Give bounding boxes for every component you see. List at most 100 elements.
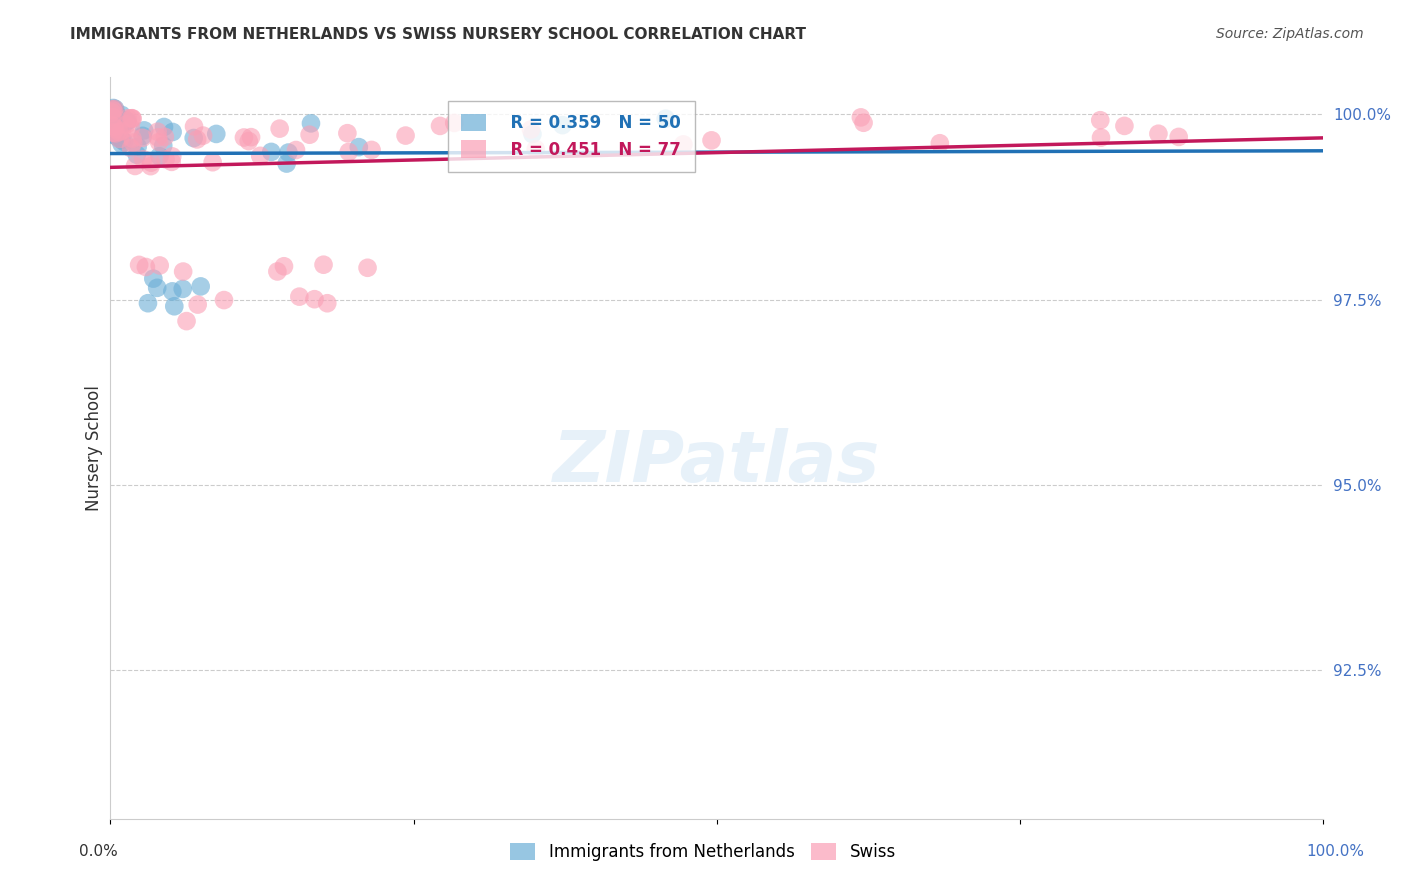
Immigrants from Netherlands (103, 128, 125, 143)
Swiss (928, 136, 950, 151)
Swiss (1114, 119, 1136, 133)
Immigrants from Netherlands (101, 119, 124, 133)
Swiss (176, 314, 198, 328)
Swiss (187, 297, 209, 311)
Immigrants from Netherlands (347, 140, 370, 154)
Immigrants from Netherlands (108, 121, 131, 136)
Immigrants from Netherlands (103, 103, 125, 118)
Swiss (238, 134, 260, 148)
Immigrants from Netherlands (132, 128, 155, 143)
Immigrants from Netherlands (115, 113, 138, 128)
Immigrants from Netherlands (152, 138, 174, 153)
Immigrants from Netherlands (101, 121, 124, 136)
Immigrants from Netherlands (100, 118, 122, 132)
Immigrants from Netherlands (105, 107, 128, 121)
Swiss (191, 128, 214, 143)
Swiss (700, 133, 723, 147)
Swiss (162, 149, 184, 163)
Swiss (288, 290, 311, 304)
Immigrants from Netherlands (205, 127, 228, 141)
Immigrants from Netherlands (111, 133, 134, 147)
Swiss (356, 260, 378, 275)
Swiss (394, 128, 416, 143)
Swiss (149, 259, 172, 273)
Swiss (110, 124, 132, 138)
Swiss (1090, 130, 1112, 145)
Immigrants from Netherlands (551, 118, 574, 132)
Swiss (153, 129, 176, 144)
Swiss (101, 105, 124, 120)
Swiss (121, 131, 143, 145)
Swiss (120, 121, 142, 136)
Immigrants from Netherlands (654, 112, 676, 126)
Swiss (120, 112, 142, 126)
Swiss (360, 143, 382, 157)
Swiss (183, 120, 205, 134)
Text: ZIPatlas: ZIPatlas (553, 428, 880, 498)
Swiss (104, 127, 127, 141)
Immigrants from Netherlands (153, 120, 176, 134)
Immigrants from Netherlands (108, 131, 131, 145)
Immigrants from Netherlands (190, 279, 212, 293)
Swiss (1090, 113, 1112, 128)
Immigrants from Netherlands (110, 108, 132, 122)
Swiss (128, 258, 150, 272)
Immigrants from Netherlands (134, 123, 156, 137)
Swiss (240, 130, 263, 145)
Swiss (172, 264, 194, 278)
Swiss (269, 121, 291, 136)
Legend:   R = 0.359   N = 50,   R = 0.451   N = 77: R = 0.359 N = 50, R = 0.451 N = 77 (447, 101, 695, 172)
Swiss (429, 119, 451, 133)
Immigrants from Netherlands (111, 136, 134, 151)
Swiss (212, 293, 235, 307)
Text: 0.0%: 0.0% (79, 845, 118, 859)
Immigrants from Netherlands (522, 127, 544, 141)
Swiss (249, 149, 271, 163)
Immigrants from Netherlands (183, 131, 205, 145)
Swiss (273, 260, 295, 274)
Immigrants from Netherlands (117, 114, 139, 128)
Swiss (131, 131, 153, 145)
Swiss (108, 132, 131, 146)
Swiss (146, 130, 169, 145)
Immigrants from Netherlands (103, 101, 125, 115)
Swiss (146, 125, 169, 139)
Swiss (108, 125, 131, 139)
Text: Source: ZipAtlas.com: Source: ZipAtlas.com (1216, 27, 1364, 41)
Swiss (336, 126, 359, 140)
Swiss (115, 118, 138, 132)
Swiss (298, 128, 321, 142)
Swiss (122, 136, 145, 150)
Immigrants from Netherlands (162, 285, 184, 299)
Immigrants from Netherlands (260, 145, 283, 159)
Immigrants from Netherlands (104, 102, 127, 116)
Immigrants from Netherlands (112, 135, 135, 149)
Immigrants from Netherlands (101, 112, 124, 126)
Swiss (186, 132, 208, 146)
Swiss (1167, 129, 1189, 144)
Swiss (524, 142, 547, 156)
Swiss (103, 103, 125, 118)
Immigrants from Netherlands (104, 105, 127, 120)
Swiss (852, 116, 875, 130)
Swiss (316, 296, 339, 310)
Immigrants from Netherlands (125, 147, 148, 161)
Immigrants from Netherlands (299, 116, 322, 130)
Swiss (443, 116, 465, 130)
Immigrants from Netherlands (277, 145, 299, 160)
Immigrants from Netherlands (276, 156, 298, 170)
Immigrants from Netherlands (148, 149, 170, 163)
Swiss (312, 258, 335, 272)
Swiss (337, 145, 360, 159)
Swiss (232, 130, 254, 145)
Swiss (139, 159, 162, 173)
Swiss (520, 122, 543, 136)
Swiss (672, 137, 695, 152)
Swiss (121, 111, 143, 125)
Immigrants from Netherlands (136, 296, 159, 310)
Immigrants from Netherlands (111, 112, 134, 127)
Swiss (117, 112, 139, 126)
Swiss (266, 264, 288, 278)
Immigrants from Netherlands (172, 282, 194, 296)
Immigrants from Netherlands (104, 124, 127, 138)
